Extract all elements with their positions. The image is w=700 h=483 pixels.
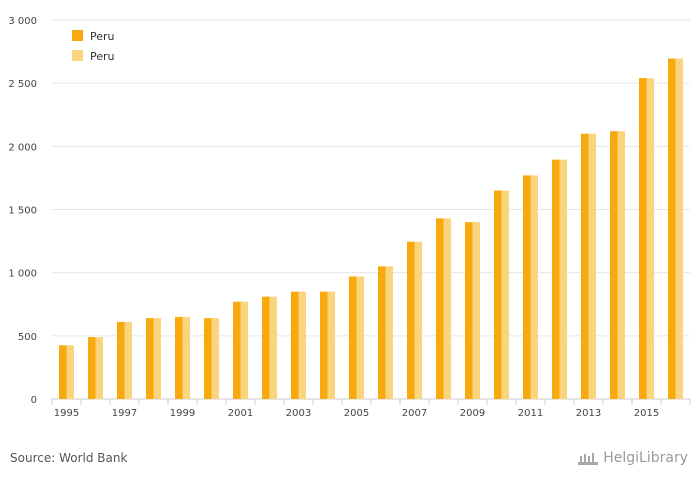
- bar: [175, 316, 183, 399]
- bar: [617, 131, 625, 399]
- bar: [385, 266, 393, 399]
- bar: [465, 222, 473, 399]
- bar: [494, 190, 502, 399]
- bar: [59, 345, 67, 399]
- bar: [349, 276, 357, 399]
- bar: [262, 296, 270, 399]
- library-icon: [578, 453, 599, 465]
- bar: [320, 291, 328, 399]
- x-tick-label: 1995: [54, 408, 79, 419]
- x-tick-label: 2001: [228, 408, 253, 419]
- bars: [59, 58, 683, 399]
- bar: [146, 318, 154, 399]
- bar: [124, 321, 132, 399]
- bar: [501, 190, 509, 399]
- bar: [182, 316, 190, 399]
- x-tick-label: 2013: [576, 408, 601, 419]
- bar: [327, 291, 335, 399]
- bar: [378, 266, 386, 399]
- legend-label: Peru: [90, 30, 115, 43]
- bar: [668, 58, 676, 399]
- y-tick-label: 2 000: [8, 142, 37, 153]
- bar: [204, 318, 212, 399]
- x-tick-label: 1997: [112, 408, 137, 419]
- bar: [356, 276, 364, 399]
- bar: [530, 175, 538, 399]
- bar: [675, 58, 683, 399]
- legend-label: Peru: [90, 50, 115, 63]
- bar: [407, 241, 415, 399]
- y-tick-label: 2 500: [8, 79, 37, 90]
- bar: [581, 133, 589, 399]
- bar: [95, 337, 103, 399]
- bar: [552, 159, 560, 399]
- x-tick-label: 2007: [402, 408, 427, 419]
- bar: [269, 296, 277, 399]
- bar: [153, 318, 161, 399]
- y-axis: 0 500 1 000 1 500 2 000 2 500 3 000: [8, 16, 37, 406]
- bar: [610, 131, 618, 399]
- bar: [646, 78, 654, 399]
- x-axis: 1995 1997 1999 2001 2003 2005 2007 2009 2011 2013…: [51, 399, 691, 419]
- legend-swatch: [72, 30, 83, 41]
- x-tick-label: 2005: [344, 408, 369, 419]
- bar: [233, 301, 241, 399]
- bar: [117, 321, 125, 399]
- bar: [443, 218, 451, 399]
- brand-logo[interactable]: HelgiLibrary: [577, 450, 688, 466]
- legend-swatch: [72, 50, 83, 61]
- brand-name: HelgiLibrary: [603, 450, 688, 466]
- bar: [559, 159, 567, 399]
- bar: [298, 291, 306, 399]
- bar: [588, 133, 596, 399]
- legend: Peru Peru: [72, 30, 115, 63]
- x-tick-label: 2009: [460, 408, 485, 419]
- bar: [436, 218, 444, 399]
- y-tick-label: 1 500: [8, 206, 37, 217]
- bar: [66, 345, 74, 399]
- x-tick-label: 2015: [634, 408, 659, 419]
- source-note: Source: World Bank: [10, 451, 128, 465]
- bar: [240, 301, 248, 399]
- y-tick-label: 500: [18, 332, 37, 343]
- bar: [88, 337, 96, 399]
- bar: [523, 175, 531, 399]
- bar: [291, 291, 299, 399]
- x-tick-label: 2003: [286, 408, 311, 419]
- bar: [639, 78, 647, 399]
- bar: [414, 241, 422, 399]
- y-tick-label: 1 000: [8, 269, 37, 280]
- bar: [472, 222, 480, 399]
- y-tick-label: 3 000: [8, 16, 37, 27]
- x-tick-label: 2011: [518, 408, 543, 419]
- bar: [211, 318, 219, 399]
- y-tick-label: 0: [31, 395, 37, 406]
- x-tick-label: 1999: [170, 408, 195, 419]
